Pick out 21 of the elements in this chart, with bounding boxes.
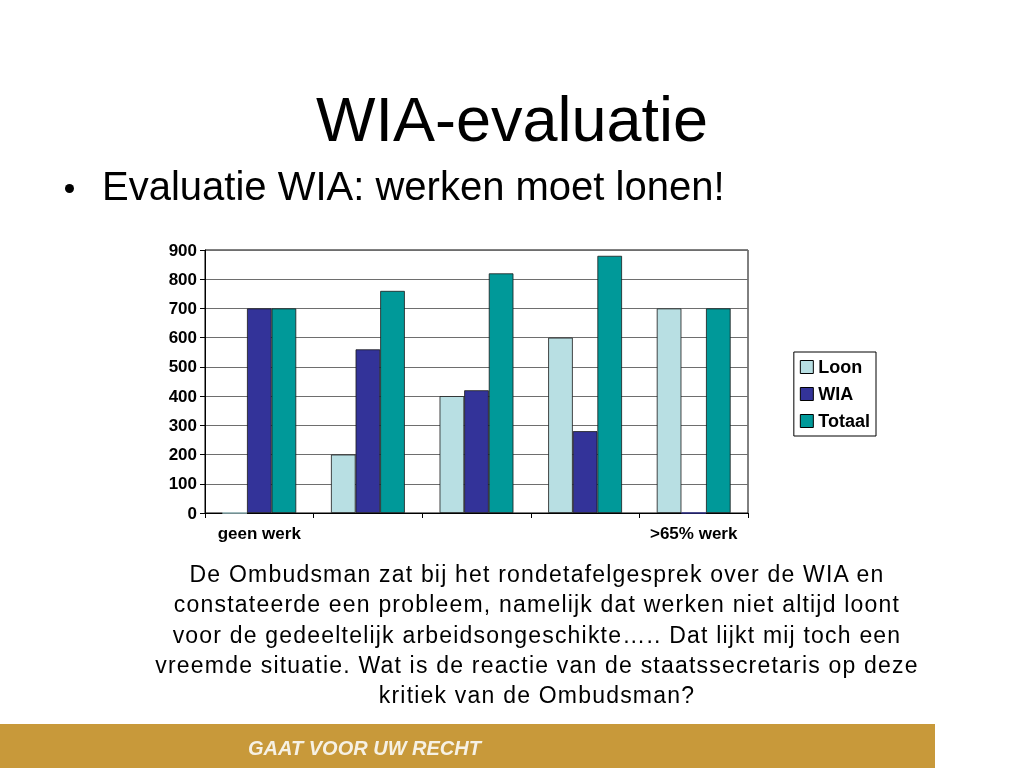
y-tick-label: 200 xyxy=(168,445,197,465)
legend-label: Loon xyxy=(818,357,863,377)
x-tick-label: >65% werk xyxy=(649,524,738,543)
y-tick-label: 100 xyxy=(168,474,197,494)
legend-label: WIA xyxy=(818,384,854,404)
text: De Ombudsman zat bij het rondetafelgesprek over de WIA en constateerde een probleem, namelijk dat werken niet altijd loont voor de gedeeltelijk arbeidsongeschikte….. Dat lijkt mij toch een vreemde situatie. Wat is de reactie van de staatssecretaris op deze kritiek van de Ombudsman? xyxy=(154,560,920,710)
legend-label: Totaal xyxy=(818,411,870,431)
y-tick-label: 800 xyxy=(168,269,197,289)
y-tick-label: 700 xyxy=(168,298,197,318)
y-tick-label: 400 xyxy=(168,386,197,406)
y-tick-label: 900 xyxy=(168,240,197,260)
y-tick-label: 500 xyxy=(168,357,197,377)
chart-subtitle: Evaluatie WIA: werken moet lonen! xyxy=(102,163,725,209)
bar xyxy=(706,308,731,513)
text: GAAT VOOR UW RECHT xyxy=(248,736,481,760)
chart-title: WIA-evaluatie xyxy=(314,83,710,155)
y-tick-label: 0 xyxy=(187,503,197,523)
y-tick-label: 300 xyxy=(168,415,197,435)
bar xyxy=(656,308,682,513)
y-tick-label: 600 xyxy=(168,328,197,348)
x-tick-label: geen werk xyxy=(217,524,302,543)
